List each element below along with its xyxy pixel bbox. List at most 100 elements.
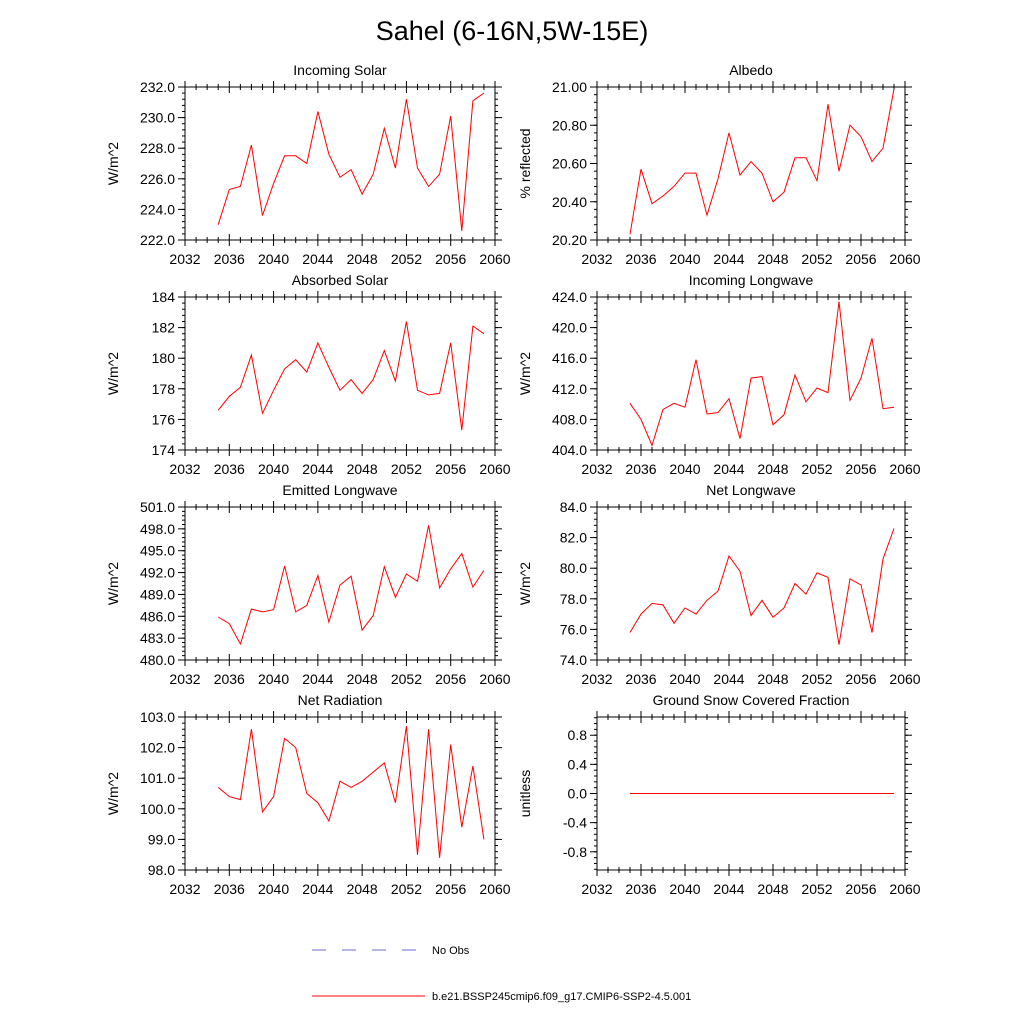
- legend-no-obs-label: No Obs: [432, 945, 470, 957]
- y-tick-label: 408.0: [552, 411, 587, 427]
- y-tick-label: 84.0: [560, 499, 587, 515]
- plot-frame: [184, 86, 496, 241]
- x-tick-label: 2060: [889, 251, 920, 267]
- y-tick-label: 20.60: [552, 156, 587, 172]
- x-tick-label: 2044: [713, 881, 744, 897]
- y-tick-label: -0.4: [563, 815, 587, 831]
- series-line: [629, 528, 895, 645]
- panel-6: Net Longwave W/m^2 2032 2036 2040 2044 2048 205…: [517, 482, 921, 687]
- x-tick-label: 2056: [845, 671, 876, 687]
- x-tick-label: 2048: [347, 881, 378, 897]
- y-tick-label: 76.0: [560, 621, 587, 637]
- y-tick-label: 20.40: [552, 194, 587, 210]
- x-tick-label: 2060: [479, 881, 510, 897]
- x-tick-label: 2040: [258, 671, 289, 687]
- series-line: [217, 321, 485, 431]
- x-tick-label: 2044: [302, 881, 333, 897]
- x-tick-label: 2048: [757, 671, 788, 687]
- x-tick-label: 2060: [479, 461, 510, 477]
- x-tick-label: 2052: [391, 671, 422, 687]
- x-tick-label: 2060: [479, 251, 510, 267]
- y-tick-label: 21.00: [552, 79, 587, 95]
- y-tick-label: 424.0: [552, 289, 587, 305]
- y-tick-label: 489.0: [140, 586, 175, 602]
- panel-title: Net Longwave: [706, 482, 796, 498]
- y-tick-label: 495.0: [140, 543, 175, 559]
- y-axis-label: W/m^2: [105, 142, 121, 185]
- x-tick-label: 2032: [169, 251, 200, 267]
- x-tick-label: 2044: [302, 251, 333, 267]
- panel-2: Albedo % reflected 2032 2036 2040 2044 2048 205…: [517, 62, 921, 267]
- x-tick-label: 2036: [214, 881, 245, 897]
- plot-frame: [184, 296, 496, 451]
- x-tick-label: 2060: [889, 671, 920, 687]
- y-tick-label: -0.8: [563, 844, 587, 860]
- y-axis-label: W/m^2: [105, 772, 121, 815]
- y-tick-label: 20.80: [552, 117, 587, 133]
- x-tick-label: 2056: [435, 251, 466, 267]
- x-tick-label: 2052: [391, 881, 422, 897]
- y-tick-label: 0.0: [568, 786, 588, 802]
- y-tick-label: 501.0: [140, 499, 175, 515]
- x-tick-label: 2044: [713, 461, 744, 477]
- series-line: [629, 88, 895, 235]
- y-tick-label: 416.0: [552, 350, 587, 366]
- x-tick-label: 2040: [669, 671, 700, 687]
- x-tick-label: 2048: [347, 251, 378, 267]
- x-tick-label: 2040: [258, 251, 289, 267]
- y-tick-label: 420.0: [552, 320, 587, 336]
- y-axis-label: % reflected: [517, 128, 533, 198]
- x-tick-label: 2052: [391, 461, 422, 477]
- x-tick-label: 2040: [669, 881, 700, 897]
- x-tick-label: 2036: [625, 461, 656, 477]
- legend-model-label: b.e21.BSSP245cmip6.f09_g17.CMIP6-SSP2-4.…: [432, 991, 691, 1003]
- y-tick-label: 230.0: [140, 110, 175, 126]
- x-tick-label: 2032: [581, 881, 612, 897]
- panel-3: Absorbed Solar W/m^2 2032 2036 2040 2044 2048 2…: [105, 272, 511, 477]
- x-tick-label: 2044: [713, 671, 744, 687]
- plot-frame: [184, 506, 496, 661]
- x-tick-label: 2040: [669, 461, 700, 477]
- x-tick-label: 2036: [214, 671, 245, 687]
- series-line: [217, 726, 485, 858]
- y-tick-label: 182: [152, 320, 176, 336]
- y-tick-label: 0.8: [568, 727, 588, 743]
- y-tick-label: 103.0: [140, 709, 175, 725]
- y-tick-label: 174: [152, 442, 176, 458]
- x-tick-label: 2060: [479, 671, 510, 687]
- x-tick-label: 2052: [801, 881, 832, 897]
- y-tick-label: 486.0: [140, 608, 175, 624]
- y-axis-label: W/m^2: [517, 562, 533, 605]
- panel-title: Net Radiation: [298, 692, 383, 708]
- y-tick-label: 80.0: [560, 560, 587, 576]
- x-tick-label: 2044: [302, 671, 333, 687]
- x-tick-label: 2052: [801, 251, 832, 267]
- y-tick-label: 480.0: [140, 652, 175, 668]
- y-tick-label: 412.0: [552, 381, 587, 397]
- panel-1: Incoming Solar W/m^2 2032 2036 2040 2044 2048 2…: [105, 62, 511, 267]
- x-tick-label: 2048: [347, 671, 378, 687]
- y-tick-label: 74.0: [560, 652, 587, 668]
- x-tick-label: 2040: [258, 881, 289, 897]
- y-tick-label: 82.0: [560, 530, 587, 546]
- panel-title: Ground Snow Covered Fraction: [653, 692, 850, 708]
- x-tick-label: 2040: [258, 461, 289, 477]
- x-tick-label: 2044: [713, 251, 744, 267]
- panel-7: Net Radiation W/m^2 2032 2036 2040 2044 2048 20…: [105, 692, 511, 897]
- x-tick-label: 2048: [757, 461, 788, 477]
- x-tick-label: 2036: [625, 881, 656, 897]
- y-axis-label: W/m^2: [105, 562, 121, 605]
- series-line: [217, 525, 485, 646]
- y-tick-label: 180: [152, 350, 176, 366]
- y-tick-label: 232.0: [140, 79, 175, 95]
- legend: No Obs b.e21.BSSP245cmip6.f09_g17.CMIP6-…: [312, 945, 691, 1003]
- y-tick-label: 100.0: [140, 801, 175, 817]
- series-line: [217, 92, 485, 231]
- y-tick-label: 483.0: [140, 630, 175, 646]
- x-tick-label: 2056: [845, 881, 876, 897]
- y-tick-label: 0.4: [568, 756, 588, 772]
- x-tick-label: 2044: [302, 461, 333, 477]
- panels: Incoming Solar W/m^2 2032 2036 2040 2044 2048 2…: [105, 62, 921, 897]
- panel-title: Incoming Solar: [293, 62, 387, 78]
- x-tick-label: 2056: [435, 671, 466, 687]
